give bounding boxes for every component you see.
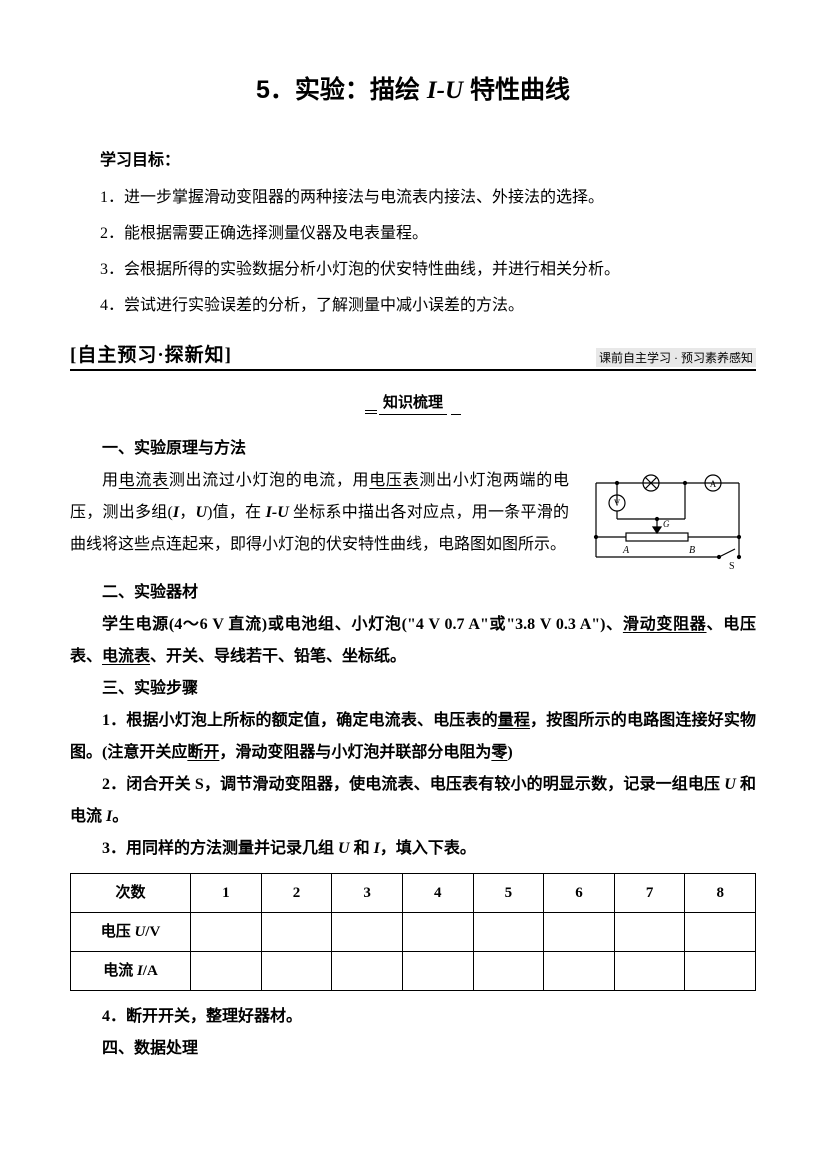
row-label: 电流 I/A — [71, 952, 191, 991]
col-num: 3 — [332, 874, 403, 913]
var: U — [134, 924, 145, 940]
cell — [685, 913, 756, 952]
cell — [614, 913, 685, 952]
cell — [544, 913, 615, 952]
txt: 学生电源(4～6 V 直流)或电池组、小灯泡("4 V 0.7 A"或"3.8 … — [102, 616, 623, 633]
table-row: 电压 U/V — [71, 913, 756, 952]
page-title: 5．实验：描绘 I-U 特性曲线 — [70, 70, 756, 106]
cell — [332, 952, 403, 991]
banner-left: [自主预习·探新知] — [70, 340, 232, 367]
goal-item: 3．会根据所得的实验数据分析小灯泡的伏安特性曲线，并进行相关分析。 — [70, 254, 756, 286]
g-label: G — [663, 519, 670, 529]
sub-banner-text: 知识梳理 — [379, 391, 447, 415]
txt: ) — [507, 744, 512, 761]
txt: 2．闭合开关 S，调节滑动变阻器，使电流表、电压表有较小的明显示数，记录一组电压 — [102, 776, 724, 793]
col-num: 8 — [685, 874, 756, 913]
txt: 。 — [112, 808, 128, 825]
col-num: 5 — [473, 874, 544, 913]
data-table: 次数 1 2 3 4 5 6 7 8 电压 U/V 电流 I/A — [70, 873, 756, 991]
cell — [191, 913, 262, 952]
cell — [473, 952, 544, 991]
underline-text: 电流表 — [119, 472, 169, 489]
txt: )值，在 — [207, 504, 266, 521]
txt: 3．用同样的方法测量并记录几组 — [102, 840, 338, 857]
section-banner: [自主预习·探新知] 课前自主学习 · 预习素养感知 — [70, 340, 756, 371]
circuit-diagram: A V G A B S — [581, 471, 756, 571]
underline-text: 电压表 — [369, 472, 419, 489]
sec1-heading: 一、实验原理与方法 — [70, 433, 756, 465]
sec3-heading: 三、实验步骤 — [70, 673, 756, 705]
title-var: I-U — [427, 77, 463, 104]
table-row: 次数 1 2 3 4 5 6 7 8 — [71, 874, 756, 913]
cell — [191, 952, 262, 991]
title-suffix: 特性曲线 — [463, 76, 570, 104]
col-num: 6 — [544, 874, 615, 913]
txt: /V — [145, 924, 160, 940]
underline-text: 断开 — [187, 744, 219, 761]
row-label: 电压 U/V — [71, 913, 191, 952]
sec2-paragraph: 学生电源(4～6 V 直流)或电池组、小灯泡("4 V 0.7 A"或"3.8 … — [70, 609, 756, 673]
txt: 1．根据小灯泡上所标的额定值，确定电流表、电压表的 — [102, 712, 498, 729]
ammeter-label: A — [710, 479, 717, 489]
col-header: 次数 — [71, 874, 191, 913]
cell — [685, 952, 756, 991]
col-num: 4 — [402, 874, 473, 913]
step2: 2．闭合开关 S，调节滑动变阻器，使电流表、电压表有较小的明显示数，记录一组电压… — [70, 769, 756, 833]
underline-text: 量程 — [498, 712, 530, 729]
step4: 4．断开开关，整理好器材。 — [70, 1001, 756, 1033]
sub-banner: 知识梳理 — [70, 391, 756, 415]
sec4-heading: 四、数据处理 — [70, 1033, 756, 1065]
var: U — [196, 504, 208, 521]
txt: 用 — [102, 472, 119, 489]
s-label: S — [729, 561, 735, 571]
goals-header: 学习目标： — [70, 146, 756, 170]
col-num: 2 — [261, 874, 332, 913]
txt: ， — [179, 504, 196, 521]
cell — [544, 952, 615, 991]
txt: /A — [143, 963, 158, 979]
txt: 电流 — [103, 963, 137, 979]
var: I-U — [266, 504, 289, 521]
txt: 和 — [350, 840, 374, 857]
a-label: A — [622, 545, 630, 556]
underline-text: 电流表 — [102, 648, 150, 665]
sec2-heading: 二、实验器材 — [70, 577, 756, 609]
voltmeter-label: V — [614, 498, 621, 508]
goal-item: 4．尝试进行实验误差的分析，了解测量中减小误差的方法。 — [70, 290, 756, 322]
txt: 电压 — [101, 924, 135, 940]
underline-text: 零 — [491, 744, 507, 761]
cell — [402, 952, 473, 991]
b-label: B — [689, 545, 695, 556]
step3: 3．用同样的方法测量并记录几组 U 和 I，填入下表。 — [70, 833, 756, 865]
cell — [261, 952, 332, 991]
cell — [332, 913, 403, 952]
txt: ，滑动变阻器与小灯泡并联部分电阻为 — [219, 744, 491, 761]
title-prefix: 5．实验：描绘 — [256, 76, 427, 104]
var: U — [338, 840, 350, 857]
goal-item: 1．进一步掌握滑动变阻器的两种接法与电流表内接法、外接法的选择。 — [70, 182, 756, 214]
cell — [261, 913, 332, 952]
cell — [473, 913, 544, 952]
cell — [614, 952, 685, 991]
txt: 测出流过小灯泡的电流，用 — [169, 472, 369, 489]
step1: 1．根据小灯泡上所标的额定值，确定电流表、电压表的量程，按图所示的电路图连接好实… — [70, 705, 756, 769]
var: U — [724, 776, 736, 793]
goal-item: 2．能根据需要正确选择测量仪器及电表量程。 — [70, 218, 756, 250]
underline-text: 滑动变阻器 — [623, 616, 707, 633]
cell — [402, 913, 473, 952]
table-row: 电流 I/A — [71, 952, 756, 991]
banner-right: 课前自主学习 · 预习素养感知 — [596, 348, 756, 367]
col-num: 7 — [614, 874, 685, 913]
col-num: 1 — [191, 874, 262, 913]
txt: ，填入下表。 — [380, 840, 476, 857]
txt: 、开关、导线若干、铅笔、坐标纸。 — [150, 648, 406, 665]
